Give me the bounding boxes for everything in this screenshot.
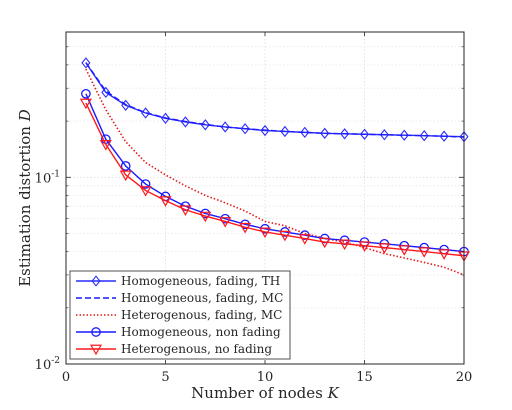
data-point bbox=[81, 88, 91, 99]
y-tick-base: 10 bbox=[35, 358, 52, 373]
legend-label: Homogeneous, non fading bbox=[121, 325, 281, 339]
data-point bbox=[338, 239, 351, 251]
legend-marker bbox=[91, 275, 101, 287]
data-point bbox=[359, 128, 370, 140]
data-point bbox=[140, 179, 151, 189]
legend-marker bbox=[91, 327, 101, 337]
legend-item: Homogeneous, fading, TH bbox=[76, 274, 280, 288]
series-2 bbox=[85, 62, 465, 138]
data-point bbox=[340, 128, 350, 140]
data-point bbox=[398, 245, 411, 256]
legend-box bbox=[69, 270, 291, 360]
data-point bbox=[240, 123, 250, 135]
data-point bbox=[278, 230, 291, 242]
data-point bbox=[358, 241, 371, 252]
y-tick-label: 10-2 bbox=[35, 356, 60, 373]
data-point bbox=[260, 124, 270, 137]
data-point bbox=[119, 170, 132, 182]
data-point bbox=[418, 247, 431, 258]
data-point bbox=[378, 243, 391, 254]
data-point bbox=[379, 129, 389, 141]
data-point bbox=[439, 130, 449, 142]
series-5 bbox=[79, 98, 471, 262]
data-point bbox=[99, 140, 112, 151]
data-point bbox=[258, 227, 272, 239]
legend: Homogeneous, fading, TH Homogeneous, fadi… bbox=[69, 270, 291, 360]
legend-label: Heterogenous, fading, MC bbox=[121, 308, 282, 322]
data-point bbox=[298, 234, 311, 245]
series-line bbox=[85, 68, 465, 276]
legend-item: Heterogenous, fading, MC bbox=[76, 308, 282, 322]
data-point bbox=[79, 98, 92, 110]
legend-marker bbox=[89, 344, 103, 356]
data-point bbox=[199, 211, 212, 223]
data-point bbox=[139, 186, 152, 197]
data-point bbox=[200, 119, 210, 131]
data-point bbox=[120, 161, 131, 171]
series-line bbox=[85, 62, 465, 138]
data-point bbox=[399, 129, 409, 141]
y-tick-exponent: -2 bbox=[51, 356, 60, 366]
data-point bbox=[81, 57, 91, 69]
data-point bbox=[419, 130, 429, 142]
data-point bbox=[159, 196, 172, 207]
data-point bbox=[239, 222, 252, 234]
data-point bbox=[219, 217, 232, 228]
data-point bbox=[318, 237, 331, 249]
legend-item: Heterogenous, no fading bbox=[76, 342, 272, 356]
x-tick-label: 10 bbox=[257, 370, 274, 385]
y-tick-exponent: -1 bbox=[51, 169, 60, 179]
legend-label: Heterogenous, no fading bbox=[121, 342, 272, 356]
y-axis-label: Estimation distortion D bbox=[16, 109, 34, 287]
data-point bbox=[101, 86, 111, 99]
legend-label: Homogeneous, fading, MC bbox=[121, 291, 283, 305]
data-point bbox=[180, 116, 190, 128]
y-tick-label: 10-1 bbox=[35, 169, 60, 186]
data-point bbox=[280, 125, 290, 138]
series-3 bbox=[85, 68, 465, 276]
x-tick-label: 20 bbox=[456, 370, 473, 385]
data-point bbox=[438, 249, 451, 260]
legend-item: Homogeneous, fading, MC bbox=[76, 291, 283, 305]
data-point bbox=[320, 127, 330, 139]
legend-item: Homogeneous, non fading bbox=[76, 325, 281, 339]
data-point bbox=[220, 121, 230, 133]
legend-label: Homogeneous, fading, TH bbox=[121, 274, 280, 288]
data-point bbox=[160, 112, 171, 124]
data-point bbox=[300, 126, 310, 139]
y-tick-base: 10 bbox=[35, 171, 52, 186]
x-tick-label: 15 bbox=[356, 370, 373, 385]
x-tick-label: 0 bbox=[62, 370, 70, 385]
series-group bbox=[79, 57, 471, 276]
x-axis-label: Number of nodes K bbox=[191, 384, 339, 402]
x-tick-label: 5 bbox=[161, 370, 169, 385]
data-point bbox=[179, 205, 192, 216]
ticks bbox=[65, 32, 465, 365]
